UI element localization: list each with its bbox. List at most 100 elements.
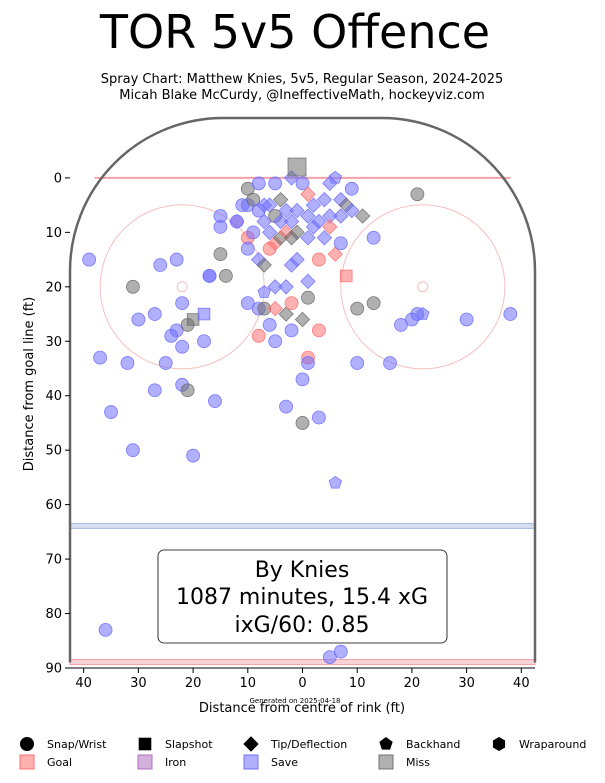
shot-marker-save: [295, 176, 310, 191]
shot-marker-miss: [301, 290, 315, 305]
shot-marker-save: [82, 252, 97, 267]
shot-marker-save: [394, 318, 408, 332]
shot-marker-save: [305, 197, 322, 213]
axes: 40 30 20 10 0 10 20 30 40 0 10 20 30 40 50 60 70 80 90: [45, 171, 535, 691]
shot-marker-save: [350, 356, 365, 370]
shot-marker-goal: [300, 186, 316, 202]
x-tick-label: 30: [458, 676, 475, 691]
shot-marker-miss: [213, 247, 228, 262]
shot-marker-miss: [295, 416, 310, 430]
shot-marker-save: [383, 356, 397, 370]
shot-marker-save: [311, 213, 327, 230]
shot-marker-miss: [278, 306, 294, 322]
y-tick-label: 10: [45, 226, 62, 241]
y-tick-label: 90: [45, 662, 62, 677]
shot-marker-save: [229, 214, 244, 229]
shot-marker-save: [175, 339, 190, 354]
faceoff-dot-left: [176, 281, 188, 293]
y-tick-label: 60: [45, 498, 62, 513]
legend-label: Save: [271, 756, 298, 769]
legend-save-swatch: [243, 754, 259, 770]
shot-marker-miss: [410, 187, 425, 202]
legend-circle-icon: [20, 737, 34, 751]
y-tick-label: 30: [45, 335, 62, 350]
shot-marker-miss: [219, 269, 233, 283]
shot-marker-save: [268, 176, 283, 191]
blue-line: [69, 522, 536, 529]
shot-marker-save: [175, 296, 190, 311]
shot-marker-save: [131, 312, 146, 327]
shot-marker-goal: [322, 219, 338, 235]
legend-label: Goal: [47, 756, 72, 769]
shot-marker-save: [213, 220, 228, 234]
shot-marker-save: [93, 350, 107, 365]
shot-marker-save: [126, 443, 140, 458]
shot-marker-save: [459, 312, 474, 327]
y-tick-label: 40: [45, 389, 62, 404]
y-tick-label: 20: [45, 280, 62, 295]
shot-marker-save: [120, 356, 135, 370]
legend-pentagon-icon: [379, 737, 393, 750]
shot-marker-save: [268, 334, 283, 349]
shot-marker-miss: [246, 192, 261, 207]
shot-marker-save: [333, 236, 348, 251]
shot-marker-miss: [180, 383, 195, 398]
shot-marker-miss: [186, 313, 200, 326]
x-tick-label: 10: [349, 676, 366, 691]
shot-marker-goal: [284, 296, 299, 311]
shot-marker-miss: [256, 257, 272, 273]
shot-marker-save: [278, 202, 294, 219]
shot-marker-save: [301, 356, 315, 370]
legend-diamond-icon: [243, 736, 259, 752]
shot-marker-save: [333, 208, 349, 224]
legend: Snap/Wrist Slapshot Tip/Deflection Backhand…: [19, 736, 586, 770]
centre-line: [69, 659, 536, 666]
shot-marker-save: [169, 323, 184, 338]
shot-marker-save: [344, 202, 360, 219]
shot-marker-save: [267, 279, 283, 295]
shot-marker-save: [300, 273, 316, 290]
shot-marker-save: [202, 269, 217, 283]
legend-label: Backhand: [406, 738, 460, 751]
y-tick-label: 70: [45, 553, 62, 568]
shot-marker-miss: [126, 279, 140, 294]
shot-marker-save: [328, 170, 342, 184]
x-tick-label: 20: [404, 676, 421, 691]
legend-label: Iron: [165, 756, 186, 769]
x-tick-label: 40: [75, 676, 92, 691]
shot-marker-save: [284, 323, 299, 338]
shot-marker-save: [104, 405, 118, 419]
annotation-line3: ixG/60: 0.85: [235, 613, 370, 638]
shot-marker-save: [278, 279, 294, 295]
shot-marker-miss: [289, 224, 305, 241]
shot-marker-save: [251, 176, 266, 191]
legend-label: Wraparound: [519, 738, 586, 751]
shot-marker-miss: [366, 296, 381, 311]
shot-marker-save: [289, 251, 305, 268]
shot-marker-save: [316, 191, 333, 208]
shot-marker-save: [197, 334, 211, 349]
chart-subtitle-line2: Micah Blake McCurdy, @IneffectiveMath, h…: [119, 88, 485, 103]
x-tick-label: 30: [130, 676, 147, 691]
shot-marker-save: [246, 225, 261, 240]
legend-label: Miss: [406, 756, 430, 769]
annotation-box: By Knies 1087 minutes, 15.4 xG ixG/60: 0…: [157, 549, 448, 644]
legend-square-icon: [138, 737, 152, 751]
shot-marker-save: [262, 318, 277, 332]
shots: [82, 157, 518, 665]
shot-marker-save: [312, 410, 326, 425]
y-axis-label: Distance from goal line (ft): [22, 297, 37, 471]
shot-marker-miss: [287, 157, 307, 177]
x-tick-label: 0: [298, 676, 306, 691]
shot-marker-goal: [267, 300, 283, 317]
faceoff-dot-right: [417, 281, 429, 293]
x-axis-label: Distance from centre of rink (ft): [199, 701, 405, 716]
rink-boards: [68, 116, 537, 663]
legend-hexagon-icon: [492, 737, 506, 751]
legend-label: Slapshot: [165, 738, 213, 751]
shot-marker-save: [289, 202, 305, 219]
shot-marker-save: [257, 285, 271, 298]
legend-miss-swatch: [378, 754, 394, 770]
legend-label: Snap/Wrist: [47, 738, 107, 751]
